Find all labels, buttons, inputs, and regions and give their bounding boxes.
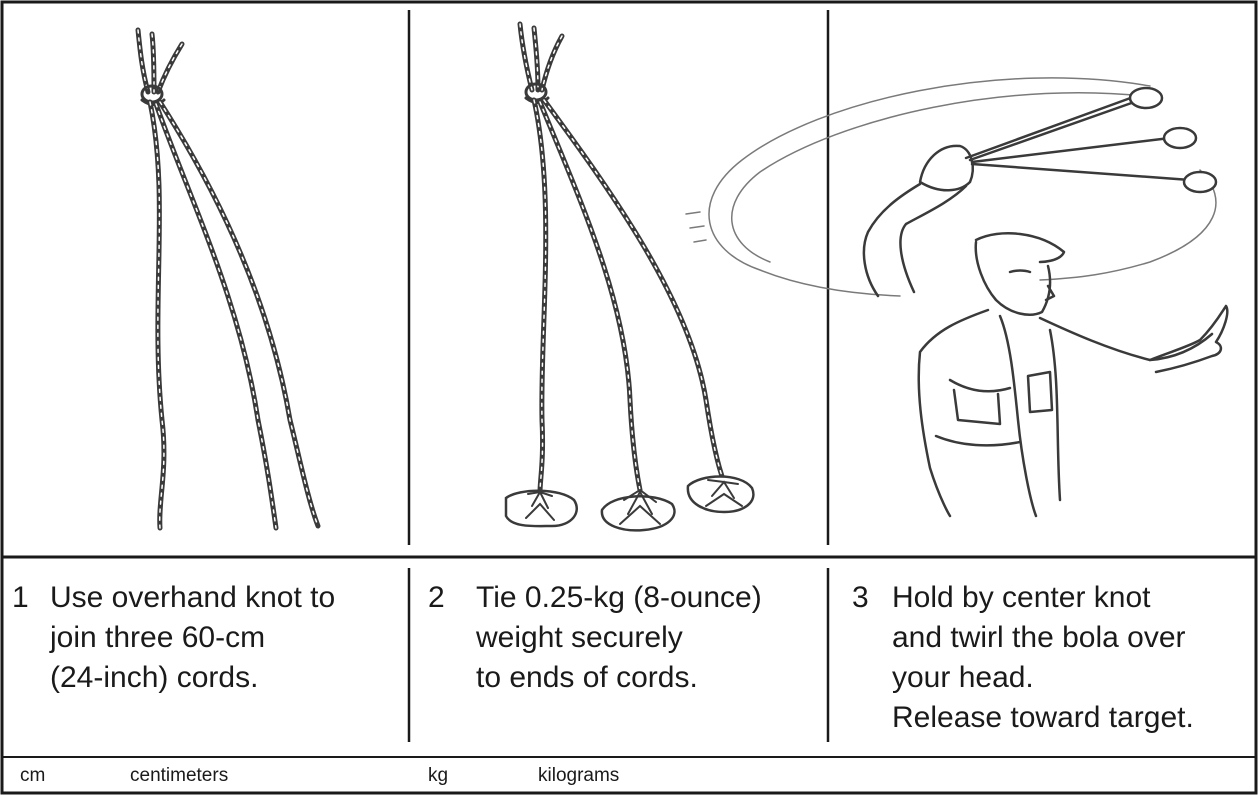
cord-tops: [135, 27, 185, 95]
weight-1: [504, 489, 578, 528]
panel-1-cords-illustration: [135, 27, 321, 531]
bola-cords: [964, 94, 1192, 182]
weights: [504, 475, 755, 532]
raised-arm: [862, 144, 974, 298]
cord-strands: [531, 97, 727, 495]
step-number: 2: [428, 581, 445, 614]
step-number: 1: [12, 581, 29, 614]
abbreviation-kg-meaning: kilograms: [538, 765, 620, 786]
step-text-line: join three 60-cm: [50, 621, 266, 654]
panel-3-soldier-twirling-bola: [685, 77, 1229, 518]
bola-weights: [1128, 86, 1218, 194]
step-text-line: weight securely: [476, 621, 683, 654]
head: [974, 232, 1066, 316]
step-text-line: and twirl the bola over: [892, 621, 1186, 654]
step-text-line: to ends of cords.: [476, 661, 698, 694]
panel-2-weighted-cords-illustration: [504, 21, 755, 532]
weight-2: [600, 495, 676, 532]
motion-lines: [685, 77, 1217, 297]
step-text-line: Use overhand knot to: [50, 581, 336, 614]
step-text-line: Release toward target.: [892, 701, 1194, 734]
step-text-line: Tie 0.25-kg (8-ounce): [476, 581, 762, 614]
cord-tops: [517, 21, 565, 93]
step-number: 3: [852, 581, 869, 614]
step-text-line: Hold by center knot: [892, 581, 1151, 614]
abbreviation-cm: cm: [20, 765, 46, 786]
abbreviation-kg: kg: [428, 765, 449, 786]
weight-ties: [525, 479, 743, 525]
step-text-line: your head.: [892, 661, 1034, 694]
abbreviation-cm-meaning: centimeters: [130, 765, 229, 786]
torso-jacket: [917, 308, 1214, 518]
extended-hand: [1148, 304, 1229, 374]
cord-strands-twist: [149, 101, 319, 529]
step-text-line: (24-inch) cords.: [50, 661, 259, 694]
